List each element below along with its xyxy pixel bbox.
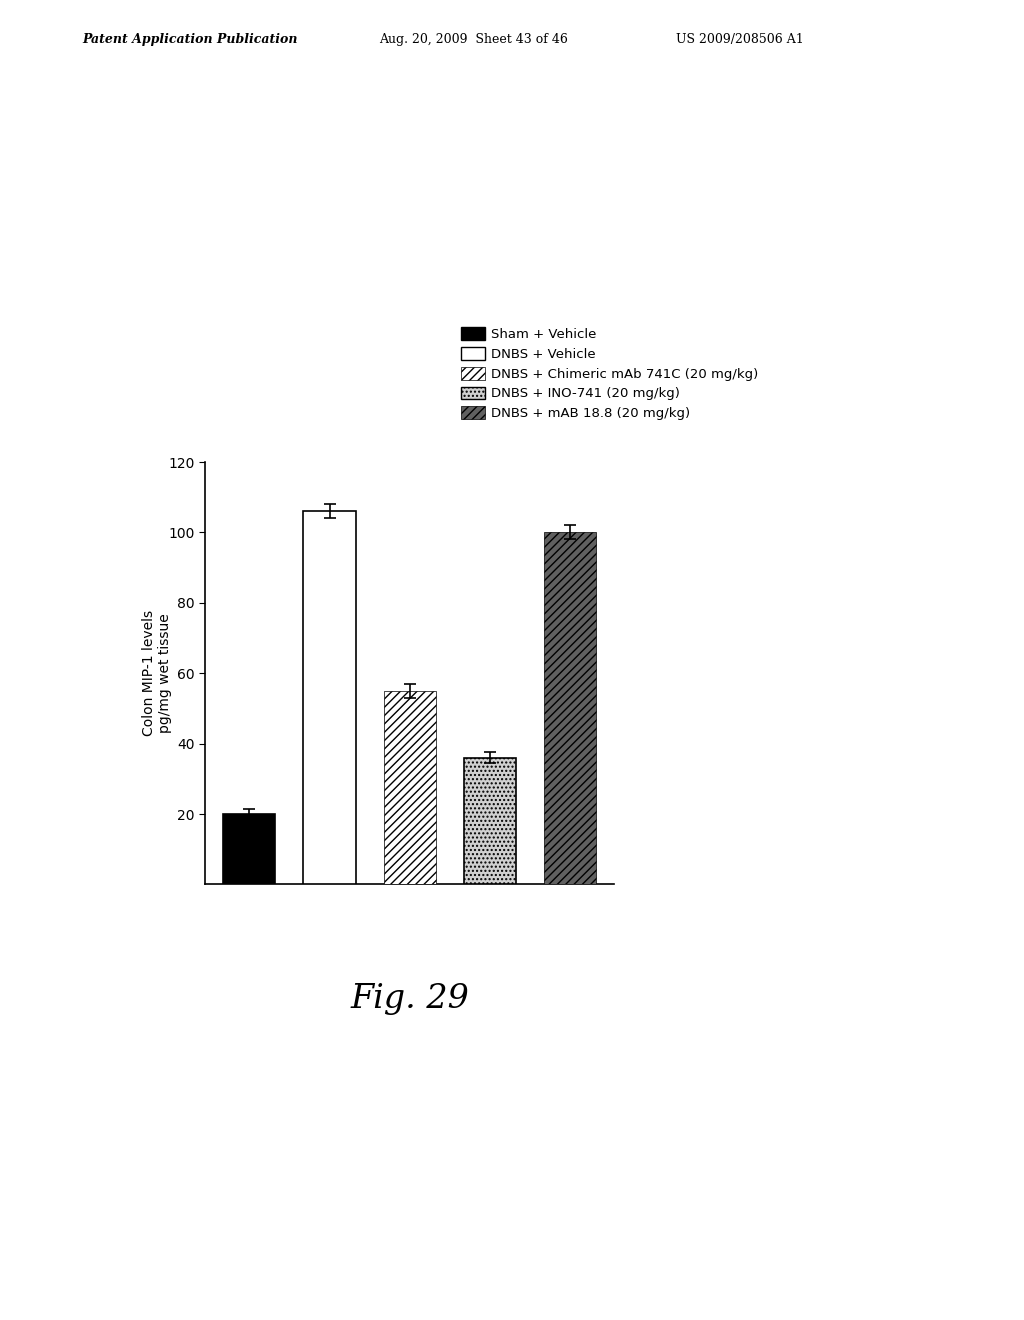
Bar <box>464 758 516 884</box>
Bar <box>384 690 435 884</box>
Text: US 2009/208506 A1: US 2009/208506 A1 <box>676 33 804 46</box>
Y-axis label: Colon MIP-1 levels
pg/mg wet tissue: Colon MIP-1 levels pg/mg wet tissue <box>141 610 172 737</box>
Text: Fig. 29: Fig. 29 <box>350 983 469 1015</box>
Bar <box>303 511 355 884</box>
Text: Aug. 20, 2009  Sheet 43 of 46: Aug. 20, 2009 Sheet 43 of 46 <box>379 33 567 46</box>
Bar <box>223 814 275 884</box>
Bar <box>544 532 596 884</box>
Legend: Sham + Vehicle, DNBS + Vehicle, DNBS + Chimeric mAb 741C (20 mg/kg), DNBS + INO-: Sham + Vehicle, DNBS + Vehicle, DNBS + C… <box>457 323 763 424</box>
Text: Patent Application Publication: Patent Application Publication <box>82 33 297 46</box>
